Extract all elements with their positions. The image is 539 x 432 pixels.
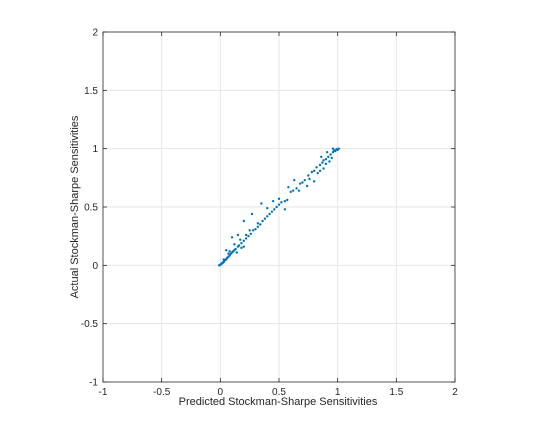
y-tick-label: 1: [92, 144, 98, 155]
data-point: [305, 184, 309, 188]
data-point: [335, 148, 338, 151]
data-point: [297, 189, 301, 192]
data-point: [273, 208, 276, 211]
data-point: [275, 205, 278, 209]
y-tick-label: -0.5: [81, 319, 99, 330]
data-point: [266, 206, 269, 210]
data-point: [239, 238, 242, 241]
data-point: [331, 147, 335, 150]
data-point: [310, 170, 314, 174]
data-point: [293, 178, 296, 182]
data-point: [244, 233, 248, 237]
data-point: [283, 208, 287, 211]
x-axis-label: Predicted Stockman-Sharpe Sensitivities: [179, 396, 378, 408]
data-point: [313, 180, 316, 183]
y-tick-label: 1.5: [84, 86, 98, 97]
x-tick-label: 1.5: [389, 387, 403, 398]
data-point: [227, 252, 230, 255]
data-point: [307, 174, 310, 177]
data-point: [256, 225, 260, 229]
data-point: [237, 244, 241, 247]
data-point: [261, 219, 264, 223]
x-tick-label: 0: [218, 387, 224, 398]
data-point: [298, 182, 302, 185]
data-point: [328, 160, 331, 163]
x-tick-label: 1: [335, 387, 341, 398]
x-tick-label: 2: [452, 387, 458, 398]
data-point: [271, 199, 275, 203]
data-point: [260, 202, 263, 205]
data-point: [277, 203, 281, 206]
data-point: [308, 177, 311, 181]
data-point: [242, 239, 245, 243]
data-point: [313, 169, 316, 173]
data-point: [301, 181, 304, 184]
data-point: [259, 223, 262, 226]
data-point: [316, 171, 319, 175]
y-axis-label: Actual Stockman-Sharpe Sensitivities: [69, 115, 81, 298]
data-point: [322, 167, 325, 170]
data-point: [230, 236, 234, 239]
data-point: [329, 153, 332, 156]
data-point: [289, 190, 292, 194]
data-point: [318, 169, 322, 173]
data-point: [244, 237, 248, 240]
data-point: [240, 246, 243, 250]
data-point: [236, 233, 240, 237]
data-point: [240, 241, 243, 245]
data-point: [228, 254, 231, 257]
data-point: [225, 248, 228, 252]
data-point: [295, 187, 298, 190]
x-tick-label: 0.5: [272, 387, 286, 398]
data-point: [249, 232, 253, 236]
data-point: [283, 199, 287, 203]
data-point: [331, 150, 335, 154]
y-tick-label: 0: [92, 261, 98, 272]
y-tick-label: 0.5: [84, 203, 98, 214]
data-point: [248, 229, 251, 232]
data-point: [303, 178, 307, 182]
data-point: [327, 155, 330, 159]
data-point: [250, 212, 254, 216]
data-point: [256, 222, 260, 225]
data-point: [321, 161, 324, 164]
y-tick-label: 2: [92, 28, 98, 39]
data-point: [222, 258, 226, 261]
data-point: [320, 155, 323, 159]
data-point: [332, 149, 336, 152]
data-point: [280, 201, 283, 204]
data-point: [322, 159, 325, 162]
data-point: [254, 227, 257, 231]
data-point: [234, 247, 237, 251]
data-point: [315, 166, 318, 169]
data-point: [242, 219, 245, 223]
data-point: [268, 212, 271, 216]
data-point: [242, 245, 245, 248]
data-point: [287, 185, 290, 189]
data-point: [263, 217, 267, 220]
x-tick-label: -1: [99, 387, 108, 398]
data-point: [324, 157, 328, 161]
data-point: [251, 229, 255, 232]
x-tick-label: -0.5: [153, 387, 171, 398]
data-point: [266, 215, 269, 218]
y-tick-label: -1: [89, 378, 98, 389]
data-point: [270, 210, 274, 213]
data-point: [324, 162, 328, 166]
data-point: [325, 150, 329, 154]
data-point: [277, 197, 281, 201]
data-point: [318, 163, 322, 167]
data-point: [337, 147, 341, 150]
plot-area: -1 -0.5 0 0.5 1 1.5 2 -1 -0.5 0 0.5 1 1.5 2: [81, 28, 458, 399]
data-point: [235, 251, 238, 254]
data-point: [247, 234, 250, 238]
data-point: [330, 156, 333, 160]
data-point: [286, 198, 289, 202]
data-point: [228, 250, 231, 253]
data-point: [291, 189, 295, 192]
data-point: [233, 243, 236, 246]
